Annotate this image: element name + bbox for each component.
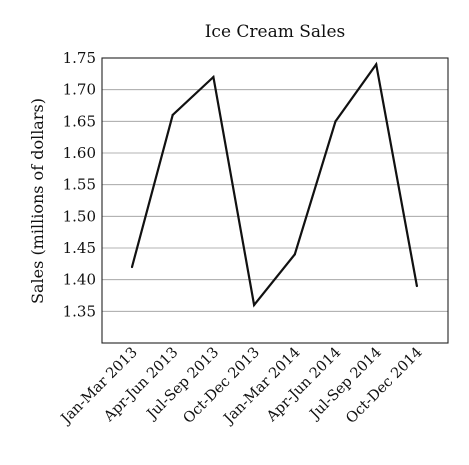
data-point [415, 284, 418, 288]
y-axis-label: Sales (millions of dollars) [28, 98, 47, 304]
y-tick-label: 1.45 [63, 239, 96, 257]
y-tick-label: 1.40 [63, 271, 96, 289]
y-tick-label: 1.75 [63, 49, 96, 67]
x-tick-label: Jul-Sep 2014 [306, 345, 385, 424]
y-tick-label: 1.50 [63, 207, 96, 225]
x-tick-label: Jul-Sep 2013 [143, 345, 222, 424]
y-tick-label: 1.35 [63, 302, 96, 320]
data-point [293, 253, 296, 256]
y-tick-label: 1.70 [63, 81, 96, 99]
x-tick-label: Oct-Dec 2014 [343, 345, 425, 427]
data-point [334, 120, 337, 123]
sales-line [130, 61, 418, 308]
data-point [130, 265, 134, 269]
data-point [253, 303, 256, 307]
data-point [212, 75, 215, 79]
y-tick-label: 1.65 [63, 112, 96, 130]
data-point [171, 113, 174, 117]
plot-frame [101, 57, 449, 344]
y-tick-label: 1.55 [63, 176, 96, 194]
chart-title: Ice Cream Sales [205, 22, 346, 42]
y-tick-labels: 1.35 1.40 1.45 1.50 1.55 1.60 1.65 1.70 1.75 [63, 49, 96, 320]
data-point [375, 63, 378, 66]
data-points [130, 63, 418, 307]
y-tick-label: 1.60 [63, 144, 96, 162]
